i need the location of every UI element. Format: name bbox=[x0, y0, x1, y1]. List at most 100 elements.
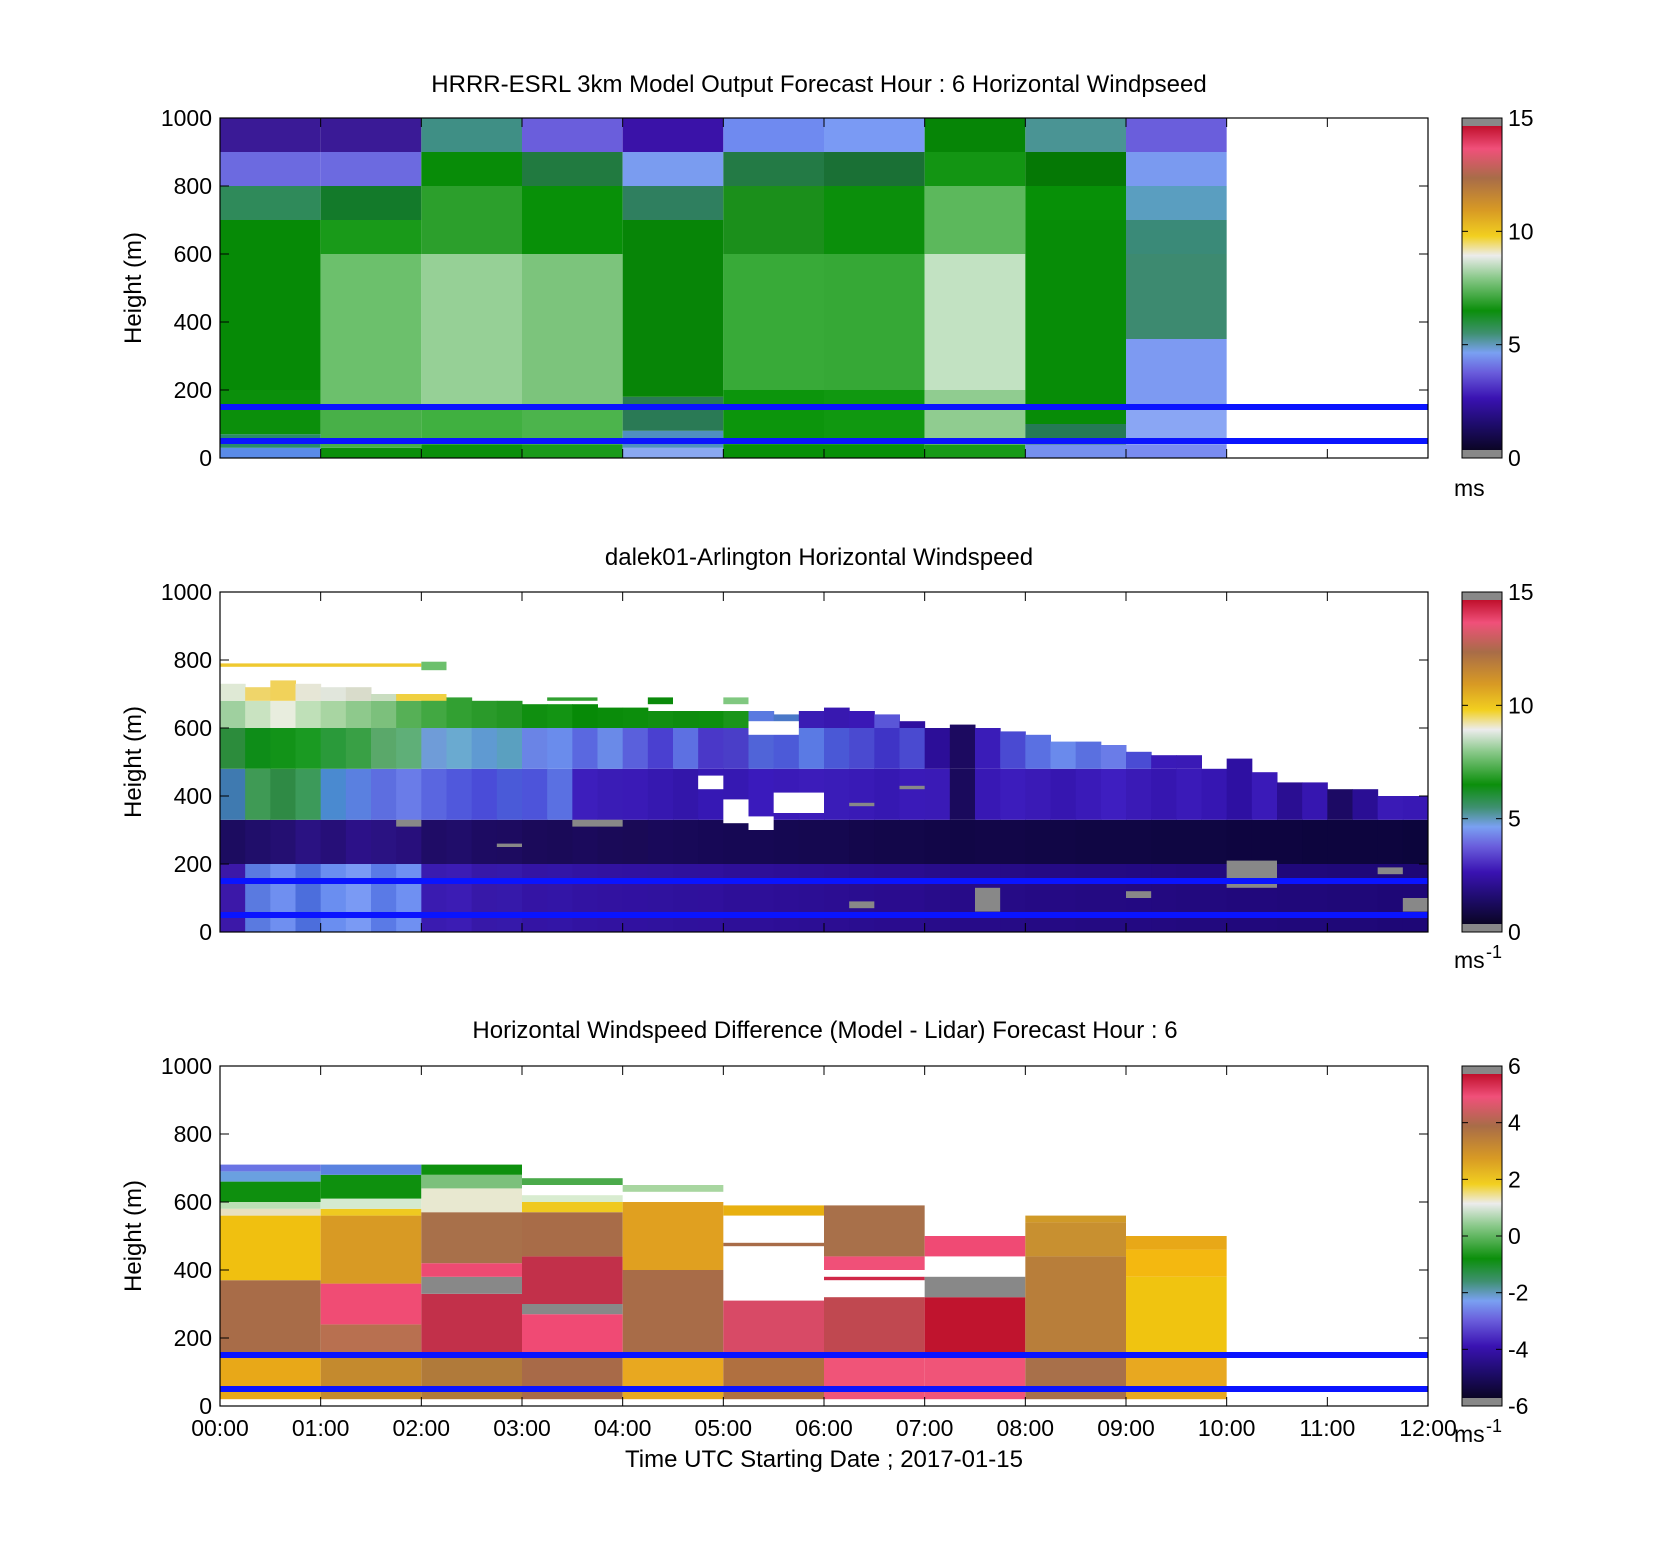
y-tick-label: 1000 bbox=[161, 105, 212, 131]
heatmap-cell bbox=[371, 768, 397, 820]
heatmap-cell bbox=[597, 728, 624, 769]
heatmap-cell bbox=[270, 819, 296, 864]
heatmap-cell bbox=[849, 802, 875, 807]
heatmap-cell bbox=[874, 819, 900, 864]
heatmap-cell bbox=[1126, 254, 1227, 339]
heatmap-cell bbox=[622, 118, 724, 152]
heatmap-cell bbox=[345, 728, 372, 769]
heatmap-cell bbox=[245, 864, 271, 932]
heatmap-cell bbox=[421, 1188, 522, 1213]
x-tick-label: 10:00 bbox=[1198, 1415, 1256, 1441]
heatmap-cell bbox=[345, 687, 372, 701]
colorbar-tick-label: 0 bbox=[1508, 445, 1521, 471]
heatmap-cell bbox=[1000, 768, 1026, 820]
heatmap-cell bbox=[949, 864, 976, 932]
heatmap-cell bbox=[1025, 734, 1051, 769]
heatmap-cell bbox=[396, 819, 422, 827]
y-tick-label: 0 bbox=[199, 919, 212, 945]
heatmap-cell bbox=[320, 687, 347, 701]
x-tick-label: 12:00 bbox=[1399, 1415, 1457, 1441]
heatmap-cell bbox=[496, 728, 523, 769]
heatmap-cell bbox=[320, 728, 347, 769]
heatmap-cell bbox=[773, 864, 800, 932]
heatmap-cell bbox=[849, 819, 875, 864]
x-tick-label: 05:00 bbox=[695, 1415, 753, 1441]
heatmap-cell bbox=[320, 186, 422, 220]
heatmap-cell bbox=[824, 1256, 925, 1270]
colorbar: 0 5 10 15 ms -1 bbox=[1454, 579, 1534, 973]
colorbar-tick-label: 6 bbox=[1508, 1053, 1521, 1079]
heatmap-cell bbox=[949, 724, 976, 769]
heatmap-cell bbox=[924, 1297, 1026, 1355]
heatmap-cell bbox=[824, 390, 925, 445]
heatmap-cell bbox=[220, 118, 321, 152]
heatmap-cell bbox=[1075, 741, 1102, 769]
heatmap-cell bbox=[698, 728, 724, 769]
heatmap-cell bbox=[421, 1263, 522, 1277]
heatmap-cell bbox=[849, 901, 875, 909]
heatmap-cell bbox=[1025, 152, 1126, 186]
heatmap-cell bbox=[220, 663, 422, 667]
heatmap-cell bbox=[320, 864, 347, 932]
y-tick-label: 800 bbox=[174, 647, 212, 673]
heatmap-cell bbox=[1075, 864, 1102, 932]
heatmap-cell bbox=[1025, 118, 1126, 152]
heatmap-cell bbox=[522, 1202, 623, 1213]
heatmap-cell bbox=[320, 254, 422, 407]
heatmap-cell bbox=[220, 728, 246, 769]
heatmap-cell bbox=[824, 768, 850, 820]
heatmap-cell bbox=[371, 864, 397, 932]
heatmap-cell bbox=[421, 118, 522, 152]
colorbar-unit: ms bbox=[1454, 1421, 1485, 1447]
heatmap-cell bbox=[320, 447, 422, 458]
heatmap-cell bbox=[824, 1205, 925, 1257]
heatmap-cell bbox=[748, 864, 775, 932]
heatmap-cell bbox=[320, 220, 422, 254]
heatmap-cell bbox=[320, 700, 347, 728]
heatmap-cell bbox=[522, 152, 623, 186]
heatmap-cell bbox=[522, 819, 548, 864]
heatmap-cell bbox=[1025, 1256, 1126, 1355]
heatmap-cell bbox=[320, 1355, 422, 1400]
heatmap-cell bbox=[1151, 755, 1177, 769]
heatmap-cell bbox=[597, 707, 624, 728]
heatmap-cell bbox=[924, 1236, 1026, 1257]
colorbar: 0 5 10 15 ms bbox=[1454, 105, 1534, 501]
heatmap-cell bbox=[421, 152, 522, 186]
colorbar-unit-exponent: -1 bbox=[1486, 1416, 1502, 1436]
heatmap-cell bbox=[320, 1198, 422, 1209]
heatmap-cell bbox=[471, 819, 498, 864]
heatmap-cell bbox=[396, 864, 422, 932]
y-tick-label: 600 bbox=[174, 715, 212, 741]
heatmap-cell bbox=[1100, 819, 1127, 864]
heatmap-cell bbox=[1126, 1236, 1227, 1250]
heatmap-cell bbox=[245, 687, 271, 701]
heatmap-cell bbox=[723, 1300, 824, 1355]
heatmap-cell bbox=[270, 728, 296, 769]
y-axis: 0 200 400 600 800 1000 bbox=[161, 1053, 1428, 1419]
heatmap-cell bbox=[547, 819, 573, 864]
heatmap-cell bbox=[1277, 864, 1303, 932]
heatmap-cell bbox=[798, 711, 825, 728]
heatmap-cell bbox=[421, 1174, 522, 1189]
heatmap-cell bbox=[1226, 758, 1253, 820]
heatmap-cell bbox=[1025, 220, 1126, 424]
heatmap-cell bbox=[522, 728, 548, 769]
heatmap-cell bbox=[1201, 864, 1228, 932]
heatmap-cell bbox=[924, 728, 951, 769]
heatmap-cell bbox=[245, 819, 271, 864]
x-tick-label: 06:00 bbox=[795, 1415, 853, 1441]
heatmap-cell bbox=[471, 768, 498, 820]
heatmap-cell bbox=[220, 700, 246, 728]
heatmap-cell bbox=[798, 728, 825, 769]
heatmap-cell bbox=[295, 700, 322, 728]
heatmap-cell bbox=[949, 819, 976, 864]
colorbar-tick-label: -2 bbox=[1508, 1280, 1528, 1306]
heatmap-cell bbox=[496, 843, 522, 847]
heatmap-cell bbox=[220, 683, 246, 701]
heatmap-cell bbox=[622, 1270, 724, 1355]
heatmap-cell bbox=[1126, 152, 1227, 186]
heatmap-cell bbox=[824, 1297, 925, 1355]
heatmap-cell bbox=[975, 887, 1001, 912]
heatmap-cell bbox=[673, 728, 699, 769]
